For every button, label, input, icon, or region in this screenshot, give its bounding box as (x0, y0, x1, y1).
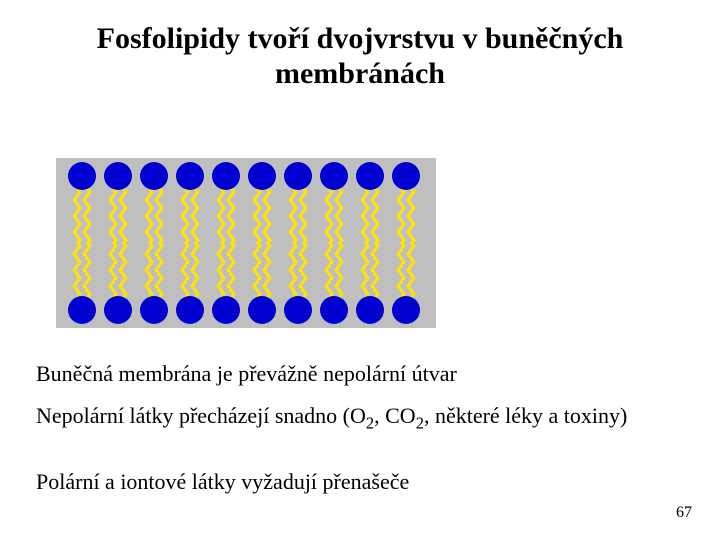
lipid-head (248, 162, 276, 190)
bilayer-diagram (56, 158, 436, 328)
slide-title: Fosfolipidy tvoří dvojvrstvu v buněčných… (0, 22, 720, 91)
text-run: Buněčná membrána je převážně nepolární ú… (36, 361, 457, 386)
text-run: Nepolární látky přecházejí snadno (O (36, 403, 366, 428)
subscript: 2 (366, 413, 374, 432)
title-line-1: Fosfolipidy tvoří dvojvrstvu v buněčných (97, 22, 624, 55)
lipid-head (320, 296, 348, 324)
lipid-head (140, 296, 168, 324)
lipid-head (140, 162, 168, 190)
paragraph-0: Buněčná membrána je převážně nepolární ú… (36, 360, 676, 388)
title-line-2: membránách (275, 57, 445, 90)
lipid-head (212, 162, 240, 190)
lipid-head (68, 162, 96, 190)
lipid-head (284, 162, 312, 190)
lipid-head (356, 296, 384, 324)
text-run: , CO (374, 403, 416, 428)
lipid-head (176, 162, 204, 190)
lipid-head (392, 296, 420, 324)
subscript: 2 (416, 413, 424, 432)
lipid-head (176, 296, 204, 324)
bilayer-svg (56, 158, 436, 328)
paragraph-1: Nepolární látky přecházejí snadno (O2, C… (36, 402, 676, 430)
lipid-head (68, 296, 96, 324)
lipid-head (320, 162, 348, 190)
lipid-head (104, 162, 132, 190)
lipid-head (104, 296, 132, 324)
paragraph-2: Polární a iontové látky vyžadují přenaše… (36, 468, 676, 496)
lipid-head (212, 296, 240, 324)
text-run: Polární a iontové látky vyžadují přenaše… (36, 469, 409, 494)
slide: Fosfolipidy tvoří dvojvrstvu v buněčných… (0, 0, 720, 540)
lipid-head (392, 162, 420, 190)
lipid-head (356, 162, 384, 190)
lipid-head (248, 296, 276, 324)
page-number: 67 (676, 504, 692, 522)
text-run: , některé léky a toxiny) (424, 403, 627, 428)
lipid-head (284, 296, 312, 324)
